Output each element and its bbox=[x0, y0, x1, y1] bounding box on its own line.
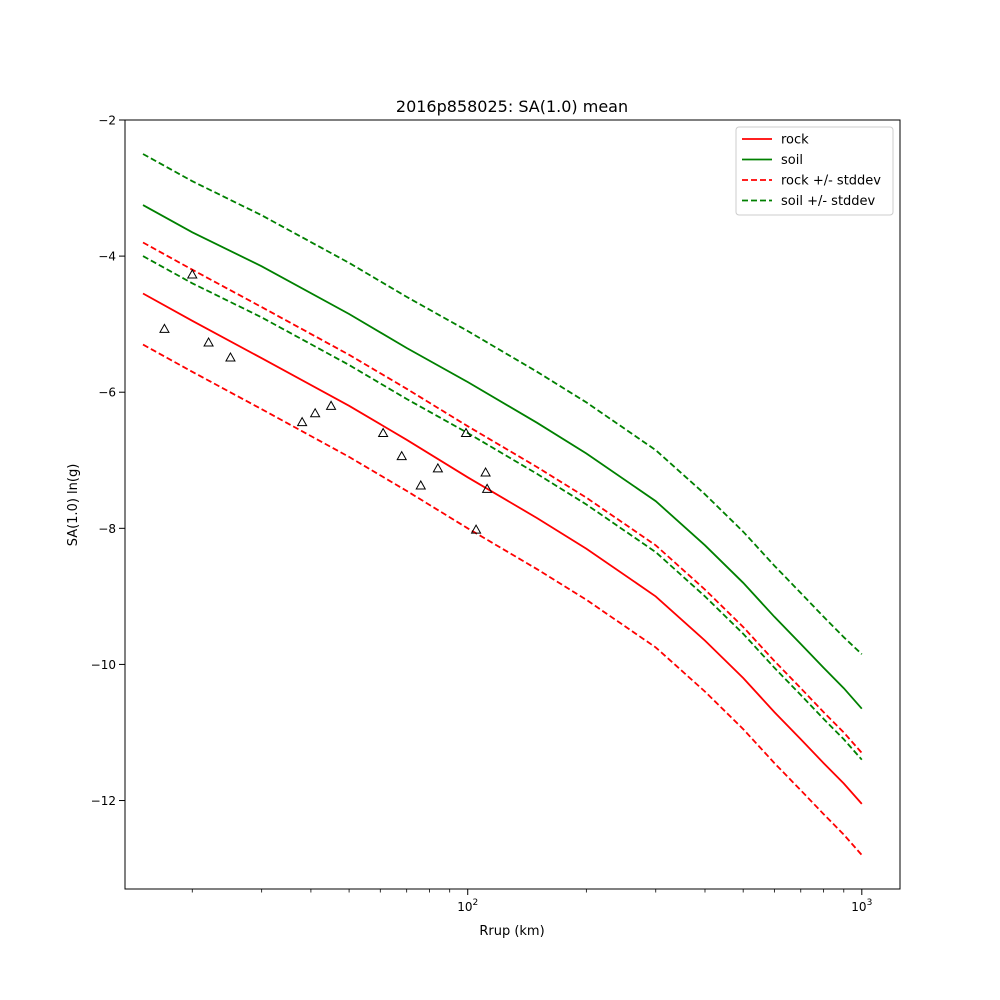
y-axis: −12 −10 −8 −6 −4 −2 bbox=[91, 114, 125, 808]
observation-points-layer bbox=[159, 268, 493, 534]
y-tick-label-4: −4 bbox=[98, 250, 116, 264]
legend-label-2: rock +/- stddev bbox=[781, 174, 881, 189]
observation-point-9 bbox=[415, 479, 427, 490]
y-tick-label-2: −8 bbox=[98, 522, 116, 536]
x-axis-label: Rrup (km) bbox=[479, 924, 544, 939]
series-line-0 bbox=[142, 292, 863, 805]
series-line-3 bbox=[142, 343, 863, 856]
y-tick-label-5: −2 bbox=[98, 114, 116, 128]
legend-frame bbox=[735, 126, 894, 216]
observation-point-6 bbox=[325, 400, 337, 410]
series-line-5 bbox=[142, 255, 863, 761]
y-axis-label: SA(1.0) ln(g) bbox=[66, 464, 81, 547]
observation-point-0 bbox=[159, 323, 170, 333]
y-tick-label-0: −12 bbox=[91, 794, 116, 808]
plot-frame bbox=[124, 119, 901, 890]
legend-label-0: rock bbox=[781, 133, 809, 148]
y-tick-label-1: −10 bbox=[91, 658, 116, 672]
chart-title: 2016p858025: SA(1.0) mean bbox=[396, 97, 628, 116]
legend-label-3: soil +/- stddev bbox=[781, 194, 876, 209]
observation-point-5 bbox=[309, 407, 321, 418]
observation-point-1 bbox=[186, 268, 198, 279]
observation-point-12 bbox=[470, 524, 482, 534]
y-tick-label-3: −6 bbox=[98, 386, 116, 400]
series-line-2 bbox=[142, 241, 863, 754]
series-layer bbox=[142, 153, 863, 856]
observation-point-3 bbox=[225, 351, 236, 362]
legend-label-1: soil bbox=[781, 153, 803, 168]
observation-point-10 bbox=[432, 462, 444, 473]
observation-point-14 bbox=[481, 483, 493, 493]
observation-point-4 bbox=[296, 416, 308, 427]
series-line-4 bbox=[142, 153, 863, 655]
observation-point-13 bbox=[480, 466, 491, 477]
observation-point-7 bbox=[377, 427, 389, 438]
series-line-1 bbox=[142, 204, 863, 710]
observation-point-8 bbox=[396, 450, 408, 461]
legend: rock soil rock +/- stddev soil +/- stddev bbox=[735, 126, 894, 216]
observation-point-11 bbox=[460, 427, 472, 438]
observation-point-2 bbox=[203, 337, 214, 347]
